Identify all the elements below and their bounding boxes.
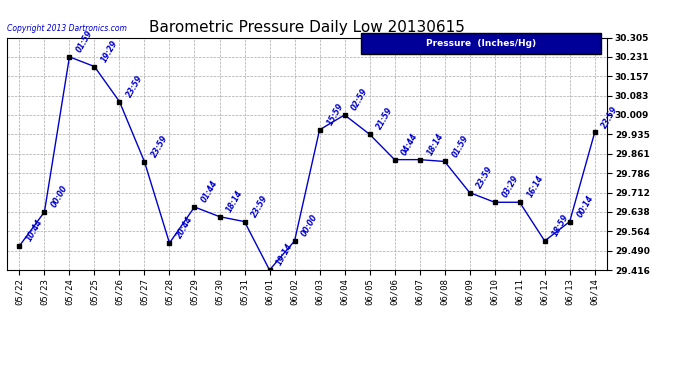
- Text: 01:59: 01:59: [450, 134, 470, 159]
- Text: 16:14: 16:14: [525, 174, 545, 200]
- Text: 00:14: 00:14: [575, 194, 595, 219]
- Text: 00:00: 00:00: [50, 184, 70, 209]
- Text: 18:14: 18:14: [425, 132, 445, 157]
- FancyBboxPatch shape: [361, 33, 601, 54]
- Text: 00:00: 00:00: [300, 213, 320, 238]
- Text: 18:14: 18:14: [225, 189, 245, 214]
- Text: 20:44: 20:44: [175, 215, 195, 240]
- Text: 23:59: 23:59: [600, 104, 620, 130]
- Text: 15:59: 15:59: [325, 102, 345, 127]
- Text: 02:59: 02:59: [350, 87, 370, 112]
- Text: 21:59: 21:59: [375, 106, 395, 132]
- Text: 10:44: 10:44: [25, 218, 45, 243]
- Text: 04:44: 04:44: [400, 132, 420, 157]
- Text: 19:29: 19:29: [100, 39, 120, 64]
- Text: 23:59: 23:59: [125, 74, 145, 99]
- Text: 18:59: 18:59: [550, 213, 570, 238]
- Text: Copyright 2013 Dartronics.com: Copyright 2013 Dartronics.com: [7, 24, 127, 33]
- Text: 19:14: 19:14: [275, 242, 295, 267]
- Text: 23:59: 23:59: [475, 165, 495, 190]
- Title: Barometric Pressure Daily Low 20130615: Barometric Pressure Daily Low 20130615: [149, 20, 465, 35]
- Text: 23:59: 23:59: [150, 134, 170, 159]
- Text: 03:29: 03:29: [500, 174, 520, 200]
- Text: 01:59: 01:59: [75, 29, 95, 54]
- Text: 23:59: 23:59: [250, 194, 270, 219]
- Text: Pressure  (Inches/Hg): Pressure (Inches/Hg): [426, 39, 536, 48]
- Text: 01:44: 01:44: [200, 179, 220, 204]
